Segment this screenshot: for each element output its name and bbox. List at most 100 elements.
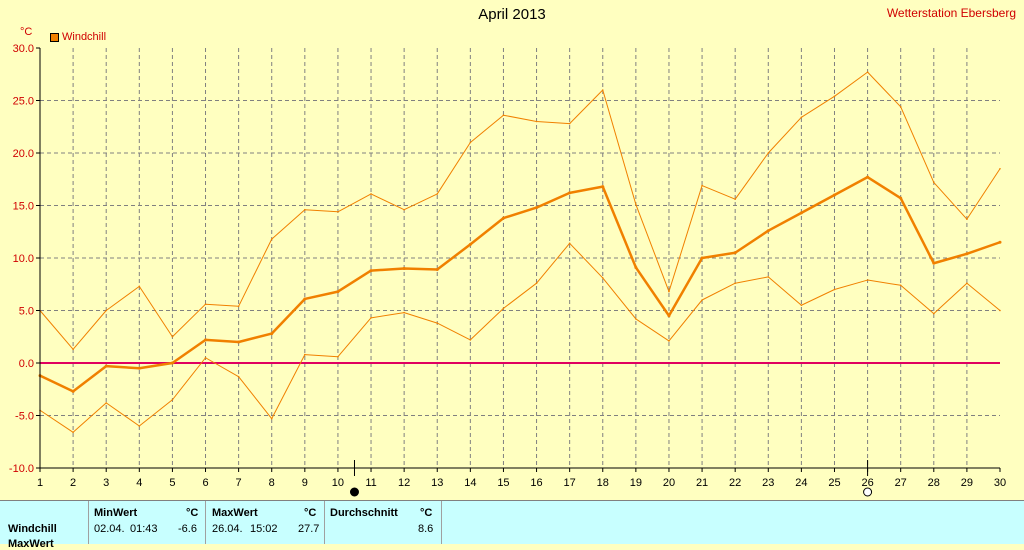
data-point-avg xyxy=(270,332,274,336)
data-point-min xyxy=(171,398,174,401)
x-tick-label: 17 xyxy=(564,477,576,489)
data-point-max xyxy=(833,95,836,98)
data-point-max xyxy=(105,309,108,312)
x-tick-label: 24 xyxy=(795,477,807,489)
data-point-min xyxy=(502,307,505,310)
data-point-avg xyxy=(667,314,671,318)
data-point-max xyxy=(304,208,306,211)
data-point-max xyxy=(568,122,571,125)
data-point-avg xyxy=(932,261,936,265)
data-point-max xyxy=(138,285,141,288)
data-point-max xyxy=(72,348,74,351)
data-point-min xyxy=(304,353,306,356)
min-header: MinWert xyxy=(94,507,138,519)
x-tick-label: 14 xyxy=(464,477,476,489)
stats-row-label-2: MaxWert xyxy=(8,538,54,550)
max-unit: °C xyxy=(304,507,317,519)
data-point-avg xyxy=(601,185,605,189)
stats-table: Windchill MaxWert MinWert °C 02.04. 01:4… xyxy=(0,500,1024,550)
x-tick-label: 20 xyxy=(663,477,675,489)
series-line-max xyxy=(39,71,1001,350)
data-point-min xyxy=(568,242,571,245)
x-tick-label: 26 xyxy=(861,477,873,489)
data-point-min xyxy=(932,312,935,315)
y-tick-label: 20.0 xyxy=(13,148,34,160)
x-tick-label: 9 xyxy=(302,477,308,489)
data-point-min xyxy=(403,311,405,314)
table-divider xyxy=(205,501,206,544)
data-point-max xyxy=(701,184,703,187)
x-tick-label: 6 xyxy=(202,477,208,489)
data-point-max xyxy=(171,335,174,338)
data-point-max xyxy=(469,141,472,144)
data-point-avg xyxy=(137,366,141,370)
data-point-max xyxy=(535,120,538,123)
data-point-min xyxy=(866,279,869,281)
data-point-min xyxy=(999,309,1001,312)
data-point-min xyxy=(535,282,538,285)
table-divider xyxy=(441,501,442,544)
y-tick-label: 10.0 xyxy=(13,253,34,265)
legend-label: Windchill xyxy=(62,31,107,43)
stats-row-label: Windchill xyxy=(8,523,57,535)
data-point-min xyxy=(767,276,770,278)
data-point-avg xyxy=(170,361,174,365)
avg-unit: °C xyxy=(420,507,433,519)
data-point-min xyxy=(701,299,703,301)
y-tick-label: 0.0 xyxy=(19,358,34,370)
data-point-min xyxy=(370,317,372,319)
data-point-avg xyxy=(535,206,539,210)
data-point-min xyxy=(469,339,472,341)
data-point-avg xyxy=(468,242,472,246)
data-point-min xyxy=(668,340,670,342)
x-tick-label: 5 xyxy=(169,477,175,489)
data-point-max xyxy=(866,71,869,73)
x-tick-label: 16 xyxy=(530,477,542,489)
data-point-avg xyxy=(899,196,903,200)
data-point-max xyxy=(237,305,240,308)
data-point-min xyxy=(270,417,273,420)
legend-swatch xyxy=(50,32,59,42)
x-tick-label: 25 xyxy=(828,477,840,489)
legend: Windchill xyxy=(50,31,106,43)
data-point-min xyxy=(237,375,240,378)
data-point-max xyxy=(436,193,439,195)
data-point-min xyxy=(138,425,141,427)
max-date: 26.04. xyxy=(212,523,243,535)
windchill-chart: -10.0-5.00.05.010.015.020.025.030.01 2 3 4 5… xyxy=(9,43,1006,497)
chart-title: April 2013 xyxy=(478,6,546,23)
min-time: 01:43 xyxy=(130,523,158,535)
data-point-max xyxy=(767,152,770,154)
x-tick-label: 13 xyxy=(431,477,443,489)
x-tick-label: 18 xyxy=(597,477,609,489)
data-point-avg xyxy=(568,191,572,195)
data-point-avg xyxy=(435,268,439,272)
data-point-avg xyxy=(336,290,340,294)
data-point-max xyxy=(999,167,1001,170)
data-point-min xyxy=(734,282,736,285)
x-tick-label: 4 xyxy=(136,477,142,489)
data-point-avg xyxy=(766,229,770,233)
data-point-max xyxy=(337,211,339,213)
data-point-min xyxy=(601,277,604,279)
data-point-avg xyxy=(369,269,373,273)
x-tick-label: 15 xyxy=(497,477,509,489)
station-name: Wetterstation Ebersberg xyxy=(886,6,1016,20)
table-divider xyxy=(324,501,325,544)
x-tick-label: 10 xyxy=(332,477,344,489)
chart-area: -10.0 -5.0 0.0 5.0 10.0 15.0 20.0 25.0 30.0 1 2 3 4 5… xyxy=(9,6,1016,497)
x-tick-label: 23 xyxy=(762,477,774,489)
data-point-max xyxy=(635,203,637,206)
data-point-max xyxy=(932,181,935,184)
x-tick-label: 21 xyxy=(696,477,708,489)
x-tick-label: 30 xyxy=(994,477,1006,489)
data-point-max xyxy=(899,106,902,108)
data-point-min xyxy=(899,284,902,287)
data-point-max xyxy=(734,198,736,200)
x-tick-label: 27 xyxy=(895,477,907,489)
data-point-min xyxy=(204,356,207,359)
y-tick-label: -10.0 xyxy=(9,463,34,475)
data-point-min xyxy=(833,288,836,291)
y-axis-unit: °C xyxy=(20,26,33,38)
data-point-min xyxy=(337,355,339,358)
